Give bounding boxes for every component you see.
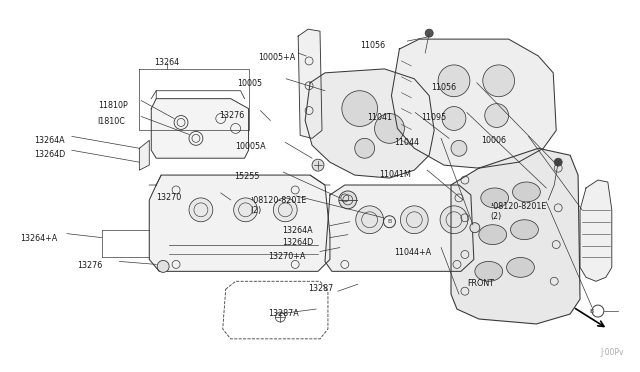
Text: 13276: 13276 [77,262,102,270]
Circle shape [484,104,509,128]
Text: l1810C: l1810C [98,116,125,125]
Text: B: B [387,219,392,224]
Circle shape [174,116,188,129]
Text: 13270+A: 13270+A [268,251,306,260]
Text: ¹08120-8201E
(2): ¹08120-8201E (2) [491,202,547,221]
Ellipse shape [479,225,507,244]
Ellipse shape [507,257,534,277]
Text: 11041: 11041 [367,113,393,122]
Text: 10005A: 10005A [236,142,266,151]
Circle shape [401,206,428,234]
Text: 13264: 13264 [155,58,180,67]
Text: 11044: 11044 [394,138,419,147]
Polygon shape [140,140,149,170]
Text: FRONT: FRONT [467,279,494,288]
Polygon shape [451,148,580,324]
Text: 13264A: 13264A [282,226,313,235]
Ellipse shape [481,188,509,208]
Polygon shape [580,180,612,281]
Text: 13264D: 13264D [34,150,65,159]
Circle shape [189,131,203,145]
Circle shape [312,159,324,171]
Circle shape [438,65,470,97]
Text: 11095: 11095 [421,113,447,122]
Text: 10005+A: 10005+A [259,53,296,62]
Text: 13270: 13270 [157,193,182,202]
Text: 13287A: 13287A [268,309,299,318]
Circle shape [470,223,480,232]
Text: 13276: 13276 [219,110,244,119]
Circle shape [374,113,404,143]
Circle shape [342,91,378,126]
Text: 10006: 10006 [481,137,506,145]
Ellipse shape [475,262,502,281]
Circle shape [440,206,468,234]
Polygon shape [149,175,330,271]
Text: 10005: 10005 [237,79,263,88]
Text: 11041M: 11041M [380,170,412,179]
Ellipse shape [511,220,538,240]
Polygon shape [305,69,434,178]
Circle shape [339,191,356,209]
Circle shape [451,140,467,156]
Polygon shape [325,185,474,271]
Text: 15255: 15255 [235,172,260,181]
Text: 11056: 11056 [431,83,456,92]
Circle shape [442,107,466,131]
Circle shape [189,198,213,222]
Circle shape [425,29,433,37]
Text: 13287: 13287 [308,284,333,293]
Text: 11056: 11056 [360,41,385,50]
Text: 11044+A: 11044+A [394,247,431,257]
Text: 13264D: 13264D [282,238,314,247]
Circle shape [554,158,562,166]
Polygon shape [298,29,322,138]
Text: B: B [590,308,594,314]
Polygon shape [151,99,248,158]
Text: 11810P: 11810P [98,101,127,110]
Circle shape [355,138,374,158]
Text: ¹08120-8201E
(2): ¹08120-8201E (2) [250,196,307,215]
Circle shape [157,260,169,272]
Circle shape [273,198,297,222]
Circle shape [483,65,515,97]
Circle shape [234,198,257,222]
Text: 13264A: 13264A [34,137,65,145]
Text: 13264+A: 13264+A [20,234,58,243]
Ellipse shape [513,182,540,202]
Circle shape [356,206,383,234]
Polygon shape [392,39,556,168]
Text: J·00Pv: J·00Pv [600,348,624,357]
